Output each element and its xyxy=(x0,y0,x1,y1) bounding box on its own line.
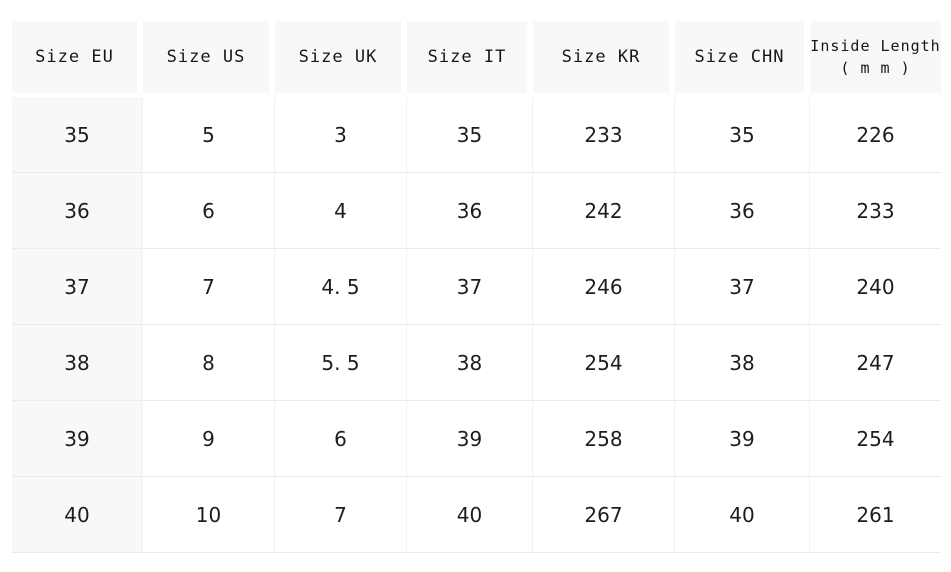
table-cell: 40 xyxy=(407,477,533,553)
table-body: 35 5 3 35 233 35 226 36 6 4 36 242 36 23… xyxy=(12,97,941,553)
column-header-size-eu: Size EU xyxy=(12,21,143,97)
table-cell: 39 xyxy=(675,401,810,477)
table-cell: 226 xyxy=(810,97,941,173)
table-row: 36 6 4 36 242 36 233 xyxy=(12,173,941,249)
table-cell: 36 xyxy=(675,173,810,249)
table-row: 39 9 6 39 258 39 254 xyxy=(12,401,941,477)
column-header-size-kr: Size KR xyxy=(533,21,675,97)
table-cell: 35 xyxy=(407,97,533,173)
inside-length-label: Inside Length xyxy=(810,37,941,55)
table-cell: 38 xyxy=(407,325,533,401)
table-cell: 9 xyxy=(143,401,275,477)
column-header-size-chn: Size CHN xyxy=(675,21,810,97)
column-header-size-it: Size IT xyxy=(407,21,533,97)
table-cell: 7 xyxy=(275,477,407,553)
table-cell: 258 xyxy=(533,401,675,477)
table-cell: 38 xyxy=(675,325,810,401)
table-cell: 5 xyxy=(143,97,275,173)
column-header-size-uk: Size UK xyxy=(275,21,407,97)
table-cell: 8 xyxy=(143,325,275,401)
table-row: 40 10 7 40 267 40 261 xyxy=(12,477,941,553)
table-row: 35 5 3 35 233 35 226 xyxy=(12,97,941,173)
table-cell: 36 xyxy=(407,173,533,249)
table-cell: 254 xyxy=(533,325,675,401)
column-header-size-us: Size US xyxy=(143,21,275,97)
table-cell: 246 xyxy=(533,249,675,325)
table-cell: 10 xyxy=(143,477,275,553)
table-cell: 40 xyxy=(675,477,810,553)
table-cell: 39 xyxy=(12,401,143,477)
table-header-row: Size EU Size US Size UK Size IT Size KR … xyxy=(12,21,941,97)
table-cell: 36 xyxy=(12,173,143,249)
table-cell: 37 xyxy=(12,249,143,325)
table-cell: 3 xyxy=(275,97,407,173)
table-cell: 254 xyxy=(810,401,941,477)
table-cell: 247 xyxy=(810,325,941,401)
table-cell: 38 xyxy=(12,325,143,401)
table-cell: 261 xyxy=(810,477,941,553)
table-cell: 39 xyxy=(407,401,533,477)
table-cell: 4 xyxy=(275,173,407,249)
inside-length-unit: ( m m ) xyxy=(840,59,911,77)
table-cell: 37 xyxy=(675,249,810,325)
table-cell: 233 xyxy=(810,173,941,249)
size-conversion-table: Size EU Size US Size UK Size IT Size KR … xyxy=(12,21,941,553)
table-cell: 35 xyxy=(675,97,810,173)
table-cell: 40 xyxy=(12,477,143,553)
table-row: 37 7 4. 5 37 246 37 240 xyxy=(12,249,941,325)
table-cell: 267 xyxy=(533,477,675,553)
table-cell: 4. 5 xyxy=(275,249,407,325)
table-cell: 7 xyxy=(143,249,275,325)
table-cell: 233 xyxy=(533,97,675,173)
table-cell: 37 xyxy=(407,249,533,325)
table-cell: 240 xyxy=(810,249,941,325)
table-cell: 6 xyxy=(275,401,407,477)
table-cell: 5. 5 xyxy=(275,325,407,401)
column-header-inside-length: Inside Length ( m m ) xyxy=(810,21,941,97)
table-cell: 6 xyxy=(143,173,275,249)
table-cell: 242 xyxy=(533,173,675,249)
table-row: 38 8 5. 5 38 254 38 247 xyxy=(12,325,941,401)
table-cell: 35 xyxy=(12,97,143,173)
